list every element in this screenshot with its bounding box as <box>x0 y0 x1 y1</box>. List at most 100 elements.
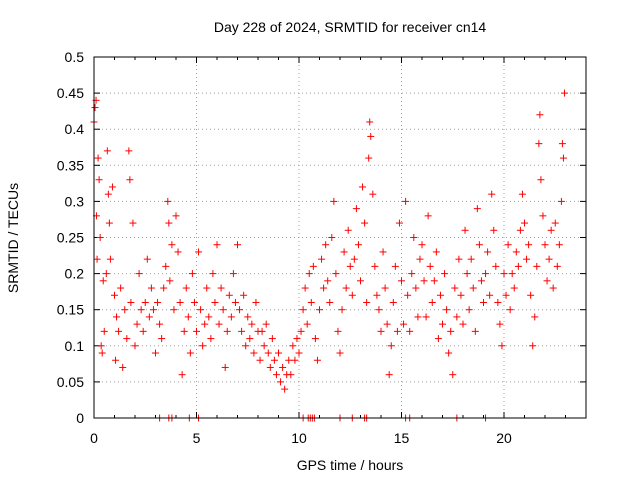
y-tick-label: 0.1 <box>65 338 85 354</box>
data-point <box>366 118 374 126</box>
data-point <box>133 320 141 328</box>
data-point <box>268 335 276 343</box>
data-point <box>365 154 373 162</box>
data-point <box>264 349 272 357</box>
data-point <box>508 270 516 278</box>
data-point <box>488 190 496 198</box>
y-tick-label: 0.25 <box>57 230 84 246</box>
y-tick-label: 0.5 <box>65 49 85 65</box>
data-point <box>260 342 268 350</box>
y-tick-label: 0.05 <box>57 374 84 390</box>
data-point <box>258 327 266 335</box>
data-point <box>449 371 457 379</box>
data-point <box>414 313 422 321</box>
data-point <box>441 270 449 278</box>
data-point <box>270 356 278 364</box>
data-point <box>160 284 168 292</box>
data-point <box>252 298 260 306</box>
data-point <box>391 262 399 270</box>
x-tick-label: 20 <box>496 430 512 446</box>
data-point <box>484 248 492 256</box>
data-point <box>498 342 506 350</box>
data-point <box>525 241 533 249</box>
data-point <box>127 298 135 306</box>
data-point <box>117 284 125 292</box>
data-point <box>219 306 227 314</box>
data-point <box>471 327 479 335</box>
data-point <box>457 291 465 299</box>
data-point <box>430 277 438 285</box>
y-axis-label: SRMTID / TECUs <box>5 183 21 293</box>
data-point <box>318 255 326 263</box>
data-point <box>342 284 350 292</box>
data-point <box>262 320 270 328</box>
data-point <box>299 306 307 314</box>
data-point <box>297 327 305 335</box>
data-point <box>473 205 481 213</box>
data-point <box>305 270 313 278</box>
data-point <box>469 284 477 292</box>
data-point <box>203 284 211 292</box>
data-point <box>307 298 315 306</box>
data-point <box>91 104 99 112</box>
data-point <box>400 320 408 328</box>
data-point <box>371 262 379 270</box>
data-point <box>537 176 545 184</box>
data-point <box>129 219 137 227</box>
data-point <box>324 277 332 285</box>
data-point <box>244 313 252 321</box>
data-point <box>285 356 293 364</box>
data-point <box>338 306 346 314</box>
data-point <box>402 197 410 205</box>
data-point <box>121 306 129 314</box>
data-point <box>152 349 159 357</box>
data-point <box>104 190 112 198</box>
data-point <box>492 262 500 270</box>
grid <box>94 57 586 418</box>
data-point <box>369 190 377 198</box>
data-point <box>453 313 461 321</box>
y-tick-label: 0.15 <box>57 302 84 318</box>
data-point <box>135 270 143 278</box>
data-point <box>182 284 190 292</box>
data-point <box>516 226 524 234</box>
data-point <box>422 313 430 321</box>
data-point <box>348 291 356 299</box>
data-point <box>240 291 248 299</box>
data-point <box>100 327 108 335</box>
data-point <box>418 241 426 249</box>
data-point <box>188 270 196 278</box>
data-point <box>322 241 330 249</box>
data-point <box>229 270 237 278</box>
y-tick-label: 0.35 <box>57 157 84 173</box>
y-tick-label: 0.4 <box>65 121 85 137</box>
data-point <box>330 197 338 205</box>
data-point <box>139 327 147 335</box>
data-point <box>428 298 436 306</box>
data-point <box>510 284 518 292</box>
data-point <box>272 371 280 379</box>
data-point <box>207 335 215 343</box>
data-point <box>354 241 362 249</box>
data-point <box>201 320 209 328</box>
data-point <box>506 306 514 314</box>
data-point <box>443 306 451 314</box>
data-point <box>500 270 508 278</box>
data-point <box>316 306 323 314</box>
data-point <box>559 154 567 162</box>
data-point <box>195 248 203 256</box>
data-point <box>221 363 229 371</box>
data-point <box>162 262 170 270</box>
data-point <box>557 197 565 205</box>
data-point <box>147 284 155 292</box>
data-point <box>361 219 369 227</box>
data-point <box>213 241 221 249</box>
data-point <box>248 320 256 328</box>
data-point <box>217 284 225 292</box>
data-point <box>279 363 287 371</box>
data-point <box>287 371 295 379</box>
data-point <box>158 335 166 343</box>
data-point <box>98 349 106 357</box>
data-point <box>536 111 544 119</box>
